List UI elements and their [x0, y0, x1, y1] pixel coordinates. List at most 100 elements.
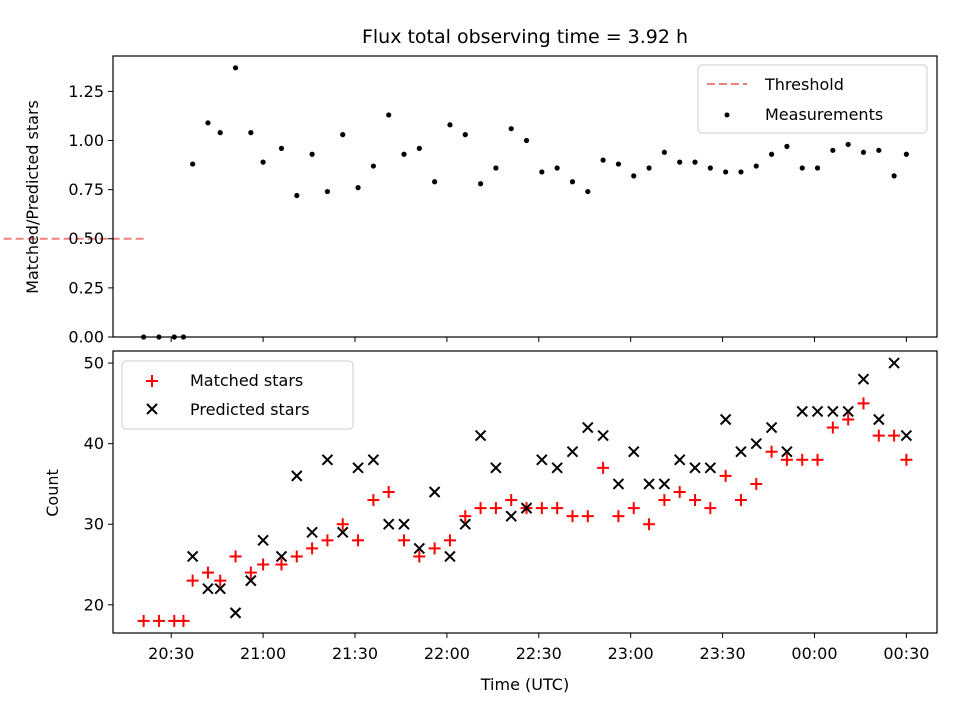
x-tick-label: 22:00	[424, 644, 470, 663]
top-legend: Threshold Measurements	[697, 64, 928, 134]
matched-star-point	[186, 574, 199, 587]
matched-star-point	[673, 486, 686, 498]
bottom-y-tick-label: 50	[84, 354, 104, 373]
measurement-point	[814, 165, 821, 171]
predicted-star-point	[735, 446, 747, 458]
predicted-star-point	[551, 462, 563, 474]
x-tick-label: 00:30	[883, 644, 929, 663]
matched-star-point	[627, 502, 640, 515]
matched-star-point	[597, 461, 610, 474]
matched-star-point	[704, 502, 717, 515]
bottom-y-tick-label: 20	[84, 595, 104, 614]
measurement-point	[784, 143, 790, 149]
top-y-tick-label: 1.00	[68, 131, 104, 150]
matched-star-point	[290, 550, 303, 563]
legend-measurements-label: Measurements	[765, 105, 883, 124]
matched-star-point	[842, 413, 855, 426]
measurement-point	[661, 149, 667, 155]
measurement-point	[248, 130, 254, 136]
predicted-star-point	[612, 478, 625, 490]
top-plot-frame	[112, 55, 938, 338]
matched-star-point	[734, 494, 747, 507]
matched-star-point	[581, 510, 594, 523]
measurement-point	[539, 169, 545, 175]
top-legend-box	[697, 64, 928, 134]
matched-star-point	[336, 518, 349, 531]
measurement-point	[432, 179, 438, 185]
matched-star-point	[811, 453, 824, 466]
x-tick-label: 20:30	[148, 644, 194, 663]
measurement-point	[738, 169, 744, 175]
measurement-point	[447, 122, 453, 128]
measurement-point	[232, 65, 239, 71]
measurement-point	[554, 165, 560, 171]
predicted-star-point	[873, 413, 885, 426]
matched-star-point	[826, 421, 839, 434]
matched-star-point	[505, 494, 518, 507]
matched-star-point	[244, 566, 257, 579]
measurement-point	[677, 159, 683, 165]
bottom-legend: Matched stars Predicted stars	[121, 360, 354, 430]
measurement-point	[753, 163, 759, 169]
bottom-y-axis-label: Count	[43, 469, 62, 517]
predicted-star-point	[520, 502, 533, 514]
top-y-tick-label: 0.00	[68, 328, 104, 347]
predicted-star-point	[306, 526, 318, 538]
legend-predicted-swatch	[146, 403, 158, 415]
predicted-star-point	[888, 357, 900, 369]
matched-star-point	[900, 453, 913, 466]
bottom-panel: 20 30 40 50 20:30 21:00 21:30 22:00 22:30 23:00 2…	[43, 350, 938, 694]
matched-star-point	[566, 510, 579, 523]
bottom-plot-frame	[112, 350, 938, 634]
matched-star-point	[137, 614, 150, 627]
bottom-legend-box	[121, 360, 354, 430]
matched-star-point	[398, 534, 411, 547]
legend-threshold-label: Threshold	[764, 75, 844, 94]
predicted-star-point	[765, 421, 778, 434]
legend-matched-label: Matched stars	[190, 371, 303, 390]
measurement-point	[493, 165, 499, 171]
measurement-point	[477, 181, 484, 187]
matched-star-point	[229, 550, 242, 563]
predicted-star-point	[275, 550, 288, 563]
matched-star-point	[352, 534, 365, 547]
measurement-point	[830, 147, 836, 153]
predicted-star-point	[474, 429, 487, 442]
top-y-tick-label: 0.25	[68, 278, 104, 297]
predicted-star-point	[673, 454, 686, 466]
measurement-point	[324, 188, 331, 195]
matched-star-point	[796, 453, 809, 466]
matched-star-point	[489, 502, 502, 515]
x-tick-label: 23:00	[608, 644, 654, 663]
measurement-point	[340, 132, 346, 138]
predicted-star-point	[781, 446, 793, 458]
legend-predicted-label: Predicted stars	[190, 400, 310, 419]
measurement-point	[799, 165, 805, 171]
predicted-star-point	[857, 373, 870, 385]
predicted-star-point	[186, 550, 199, 563]
predicted-star-point	[658, 478, 671, 490]
predicted-star-point	[505, 510, 517, 522]
matched-star-point	[321, 534, 334, 547]
predicted-star-point	[337, 526, 349, 538]
predicted-star-point	[459, 518, 471, 530]
predicted-star-point	[566, 446, 579, 458]
measurement-point	[508, 126, 514, 132]
legend-measurements-swatch	[724, 112, 730, 118]
predicted-star-point	[444, 550, 456, 563]
matched-star-point	[551, 502, 564, 515]
matched-star-point	[780, 453, 793, 466]
x-axis-label: Time (UTC)	[480, 675, 569, 694]
matched-star-point	[257, 558, 270, 571]
matched-star-point	[750, 477, 763, 490]
predicted-star-point	[229, 607, 242, 619]
predicted-star-point	[490, 462, 502, 474]
matched-star-point	[658, 494, 671, 507]
matched-star-point	[177, 614, 190, 627]
x-tick-label: 00:00	[791, 644, 837, 663]
measurement-point	[768, 151, 775, 157]
matched-star-point	[214, 574, 227, 587]
matched-star-point	[201, 566, 214, 579]
measurement-point	[631, 173, 637, 179]
predicted-star-point	[628, 446, 640, 458]
